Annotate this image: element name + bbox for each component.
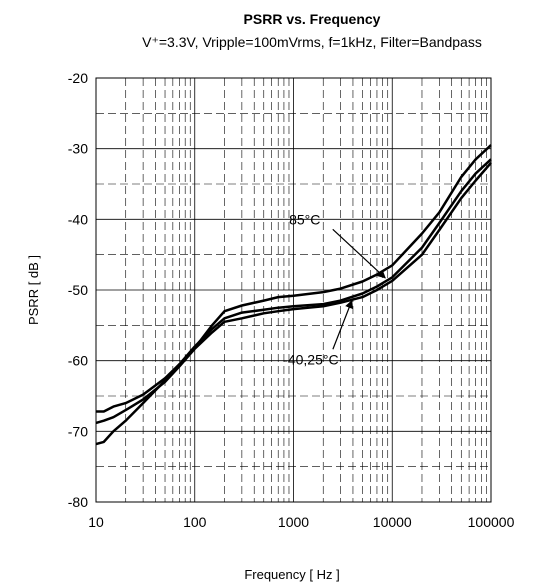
series-line-1 [96, 158, 492, 413]
x-tick-label: 10 [88, 514, 104, 530]
y-tick-label: -40 [68, 211, 88, 227]
x-tick-labels: 10 100 1000 10000 100000 [88, 514, 514, 530]
annotations: 85°C -40,25°C [283, 211, 386, 367]
y-tick-label: -60 [68, 353, 88, 369]
annotation-minus40-25c-arrow [332, 299, 354, 350]
annotation-minus40-25c: -40,25°C [283, 351, 338, 367]
x-tick-label: 100 [183, 514, 207, 530]
y-axis-label: PSRR [ dB ] [26, 255, 41, 325]
x-tick-label: 1000 [278, 514, 309, 530]
series-group [95, 144, 492, 446]
y-tick-label: -20 [68, 70, 88, 86]
y-tick-label: -80 [68, 494, 88, 510]
x-tick-label: 100000 [468, 514, 515, 530]
y-tick-label: -70 [68, 423, 88, 439]
grid [96, 78, 491, 502]
annotation-85c-arrow [332, 228, 386, 279]
series-line-3 [95, 144, 492, 446]
chart-subtitle: V⁺=3.3V, Vripple=100mVrms, f=1kHz, Filte… [142, 34, 482, 50]
y-tick-labels: -20 -30 -40 -50 -60 -70 -80 [68, 70, 88, 510]
series-line-2 [95, 161, 492, 425]
chart-title: PSRR vs. Frequency [244, 11, 381, 27]
annotation-85c: 85°C [289, 211, 320, 227]
y-tick-label: -30 [68, 141, 88, 157]
plot-frame [95, 77, 492, 503]
y-tick-label: -50 [68, 282, 88, 298]
x-axis-label: Frequency [ Hz ] [244, 567, 339, 582]
x-tick-label: 10000 [373, 514, 412, 530]
